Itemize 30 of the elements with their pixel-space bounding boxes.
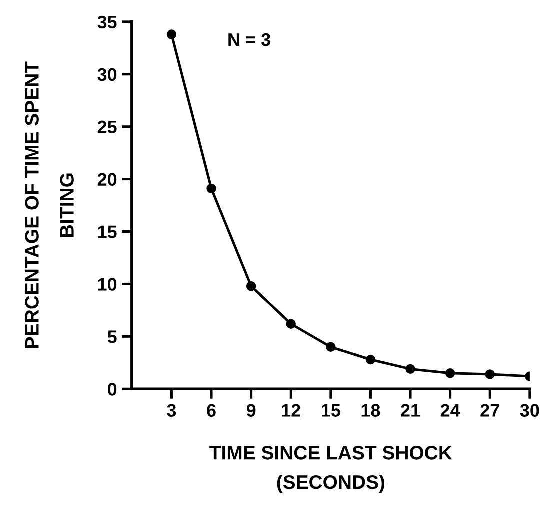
point [326, 342, 336, 352]
x-tick-label: 18 [362, 404, 380, 417]
y-tick-label: 5 [108, 330, 117, 344]
x-tick-label: 27 [480, 404, 500, 417]
x-tick-label: 24 [440, 404, 460, 417]
point [166, 30, 177, 40]
point [206, 184, 216, 194]
point [286, 319, 296, 329]
point [485, 370, 495, 380]
point [246, 281, 256, 292]
annotation: N = 3 [228, 33, 270, 46]
y-tick-label: 35 [98, 16, 117, 29]
y-tick-label: 25 [98, 120, 117, 134]
y-tick-label: 15 [98, 226, 117, 238]
x-tick-label: 30 [520, 404, 540, 417]
x-tick-label: 6 [207, 404, 216, 417]
y-axis-title: PERCENTAGE OF TIME SPENT BITING [25, 62, 74, 348]
x-axis-title: TIME SINCE LAST SHOCK (SECONDS) [210, 446, 452, 494]
y-tick-label: 0 [108, 383, 117, 396]
x-tick-label: 12 [282, 404, 300, 417]
y-tick-label: 10 [98, 278, 117, 291]
y-tick-label: 20 [98, 173, 117, 186]
y-tick-label: 30 [98, 68, 117, 82]
x-tick-label: 15 [322, 404, 340, 417]
x-tick-label: 21 [401, 404, 420, 417]
point [366, 354, 376, 365]
x-tick-label: 9 [246, 404, 256, 417]
x-tick-label: 3 [167, 404, 176, 417]
point [445, 368, 456, 378]
point [406, 364, 416, 374]
